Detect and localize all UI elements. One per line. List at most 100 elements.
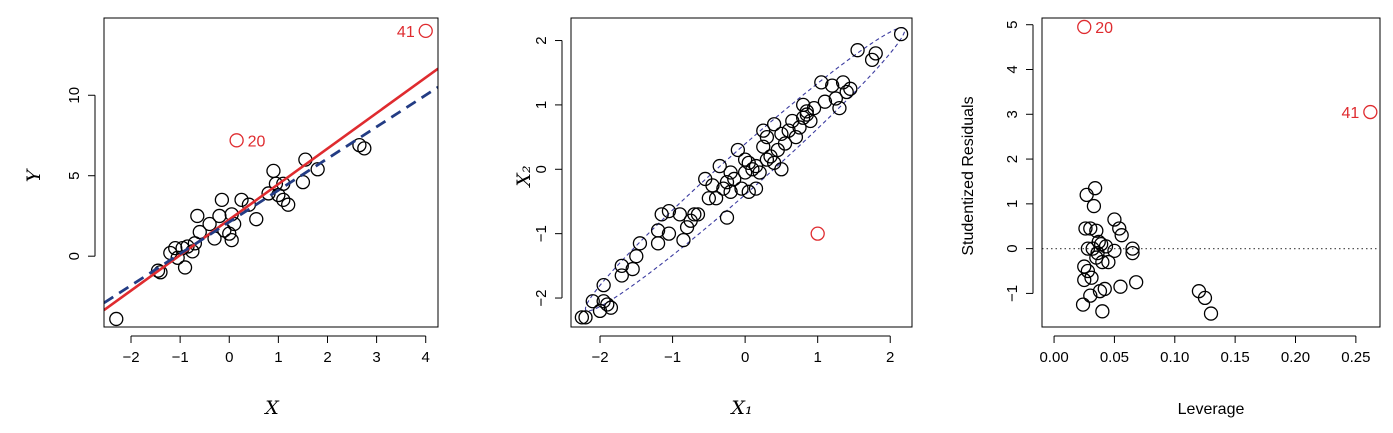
y-tick-label: 10 (66, 87, 83, 104)
data-point (1203, 306, 1219, 321)
x-axis-label: Leverage (1178, 401, 1245, 418)
observation-label: 20 (248, 133, 266, 150)
observation-label: 41 (1342, 105, 1360, 122)
data-point (748, 181, 764, 196)
data-point (1077, 272, 1092, 288)
data-point (281, 197, 296, 212)
plot-frame (1041, 17, 1381, 328)
data-point (1112, 221, 1127, 236)
data-point (850, 43, 865, 58)
data-point (799, 104, 814, 119)
x-tick-label: 0.15 (1221, 349, 1250, 366)
data-point (843, 81, 858, 96)
data-point (701, 191, 717, 206)
data-point (719, 175, 735, 190)
y-tick-label: 1 (1004, 200, 1021, 208)
y-tick-label: −2 (533, 289, 550, 306)
data-point (687, 207, 702, 222)
data-point (788, 129, 804, 145)
plot-area (104, 23, 438, 327)
x-tick-label: −1 (172, 349, 189, 366)
data-point (672, 207, 687, 222)
data-point (774, 126, 789, 142)
y-tick-label: 2 (533, 36, 550, 44)
y-tick-label: −1 (1004, 285, 1021, 302)
data-point (723, 184, 738, 199)
x-tick-label: 4 (422, 349, 430, 366)
data-point (585, 294, 600, 309)
x-tick-label: 0.20 (1281, 349, 1310, 366)
data-point (759, 152, 775, 167)
y-tick-label: 0 (66, 252, 83, 260)
data-point (737, 152, 753, 167)
x-tick-label: −2 (122, 349, 139, 366)
data-point (1083, 288, 1098, 303)
data-point (654, 207, 669, 222)
panel-x-vs-y: X Y 20 41 −2 −1 0 1 2 3 4 0 5 10 (23, 17, 439, 419)
data-point (1097, 281, 1112, 297)
x-tick-label: 2 (886, 349, 894, 366)
data-point (614, 258, 629, 273)
data-point (578, 310, 593, 325)
data-point (766, 117, 782, 132)
x-tick-label: 1 (274, 349, 282, 366)
data-point (109, 311, 124, 327)
x-axis-label: X (263, 397, 280, 419)
data-point (1114, 228, 1129, 243)
x-tick-label: −1 (664, 349, 681, 366)
y-tick-label: 0 (1004, 244, 1021, 252)
data-point (734, 181, 749, 196)
data-point (1086, 198, 1102, 214)
plot-frame (570, 17, 913, 328)
y-axis-label: Studentized Residuals (960, 96, 977, 255)
data-point (661, 226, 677, 241)
data-point (1107, 243, 1122, 259)
confidence-ellipse (584, 27, 906, 312)
data-point (1089, 223, 1104, 238)
data-point (712, 158, 727, 174)
y-tick-label: 2 (1004, 155, 1021, 163)
data-point (249, 212, 264, 227)
data-point (212, 208, 227, 224)
x-tick-label: 3 (372, 349, 380, 366)
data-point (1087, 181, 1103, 196)
data-point (1107, 212, 1122, 227)
data-point (719, 210, 735, 225)
y-tick-label: 1 (533, 101, 550, 109)
x-tick-label: 0.10 (1160, 349, 1189, 366)
panel-x1-vs-x2: X₁ X₂ −2 −1 0 1 2 −2 −1 0 1 2 (513, 17, 913, 419)
data-point (190, 208, 205, 224)
data-point (1084, 270, 1099, 285)
highlighted-point (1077, 19, 1092, 35)
data-point (727, 171, 742, 187)
data-point (1197, 290, 1213, 306)
data-point (1078, 221, 1093, 236)
data-point (1101, 254, 1116, 270)
data-point (1079, 187, 1094, 203)
data-point (1129, 275, 1144, 290)
highlighted-point (418, 23, 433, 39)
data-point (1125, 241, 1140, 256)
data-point (705, 178, 720, 193)
y-axis-label: Y (23, 167, 45, 182)
data-point (676, 232, 691, 248)
y-tick-label: 3 (1004, 110, 1021, 118)
data-point (276, 192, 291, 208)
x-tick-label: 1 (814, 349, 822, 366)
data-point (222, 226, 237, 241)
highlighted-point (810, 226, 825, 241)
x-tick-label: 2 (323, 349, 331, 366)
data-point (868, 46, 883, 61)
data-point (1125, 245, 1140, 261)
data-point (690, 207, 706, 222)
data-point (1083, 221, 1098, 236)
data-point (792, 120, 807, 135)
y-tick-label: 0 (533, 165, 550, 173)
x-tick-label: 0.00 (1039, 349, 1068, 366)
data-point (756, 139, 771, 154)
data-point (1077, 259, 1092, 274)
data-point (574, 310, 590, 325)
highlighted-point (229, 133, 244, 148)
y-tick-label: 5 (1004, 21, 1021, 29)
